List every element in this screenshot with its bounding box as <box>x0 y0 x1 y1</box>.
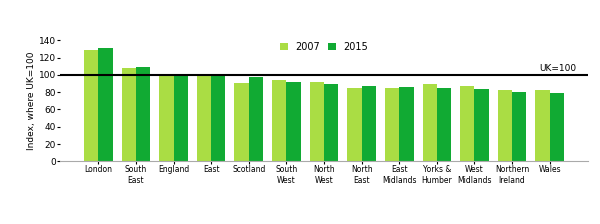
Bar <box>310 82 324 161</box>
Bar <box>324 84 338 161</box>
Bar <box>272 80 286 161</box>
Bar <box>498 90 512 161</box>
Bar <box>362 86 376 161</box>
Bar <box>399 87 413 161</box>
Bar <box>249 77 263 161</box>
Bar <box>385 88 399 161</box>
Y-axis label: Index, where UK=100: Index, where UK=100 <box>27 52 36 150</box>
Bar <box>159 75 173 161</box>
Bar <box>535 90 550 161</box>
Bar <box>286 82 301 161</box>
Text: UK=100: UK=100 <box>539 64 576 73</box>
Bar <box>460 86 475 161</box>
Bar <box>84 50 98 161</box>
Bar <box>211 75 226 161</box>
Bar <box>197 75 211 161</box>
Bar <box>235 83 249 161</box>
Bar <box>550 93 564 161</box>
Bar <box>512 92 526 161</box>
Bar <box>422 84 437 161</box>
Bar <box>475 89 489 161</box>
Legend: 2007, 2015: 2007, 2015 <box>276 38 372 56</box>
Bar <box>347 88 362 161</box>
Bar <box>173 75 188 161</box>
Bar <box>122 68 136 161</box>
Bar <box>437 88 451 161</box>
Bar <box>98 48 113 161</box>
Bar <box>136 67 150 161</box>
